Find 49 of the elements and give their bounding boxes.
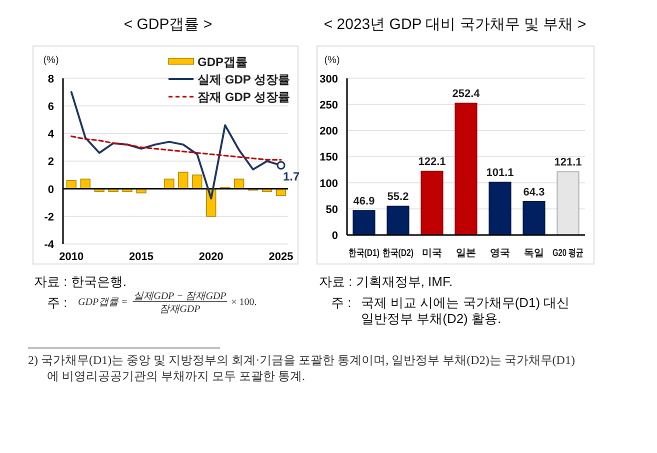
legend-label: GDP갭률 (198, 54, 248, 69)
y-tick-label: -2 (44, 211, 54, 224)
x-tick-label: G20 평균 (552, 248, 594, 259)
annotation: 주 : (331, 295, 352, 310)
data-label: 121.1 (554, 156, 582, 169)
y-axis-title: (%) (43, 55, 59, 66)
y-tick-label: 4 (48, 128, 55, 141)
y-tick-label: 0 (48, 184, 54, 196)
x-tick-label: 독일 (524, 248, 544, 259)
data-label: 252.4 (452, 88, 481, 100)
y-tick-label: -4 (44, 239, 55, 251)
x-tick-label: 2020 (198, 251, 224, 263)
x-tick-label: 2025 (268, 251, 294, 263)
legend-label: 실제 GDP 성장률 (198, 72, 290, 86)
x-tick-label: 한국(D2) (382, 248, 422, 259)
y-tick-label: 2 (48, 156, 54, 168)
chart-title: < GDP갭률 > (124, 16, 212, 33)
x-tick-label: 2010 (59, 251, 84, 263)
annotation: 실제GDP − 잠재GDP (134, 291, 226, 302)
annotation: 자료 : 기획재정부, IMF. (319, 274, 453, 289)
annotation: 잠재GDP (160, 304, 200, 315)
legend-label: 잠재 GDP 성장률 (198, 90, 290, 104)
y-tick-label: 150 (320, 152, 338, 164)
y-tick-label: 50 (326, 204, 338, 216)
data-label: 64.3 (523, 186, 545, 198)
y-tick-label: 8 (48, 73, 54, 86)
x-tick-label: 일본 (456, 248, 476, 259)
x-tick-label: 미국 (422, 248, 442, 259)
annotation: 자료 : 한국은행. (34, 274, 126, 289)
y-tick-label: 100 (320, 178, 338, 190)
x-tick-label: 영국 (490, 248, 510, 259)
y-tick-label: 6 (48, 100, 54, 113)
y-tick-label: 300 (320, 73, 338, 86)
y-tick-label: 0 (332, 230, 338, 242)
annotation: 국제 비교 시에는 국가채무(D1) 대신 일반정부 부채(D2) 활용. (361, 295, 570, 326)
annotation: 2) 국가채무(D1)는 중앙 및 지방정부의 회계·기금을 포괄한 통계이며, 일반정부 부채(D2)는 국가채무(D1)에 비영리공공기관의 부채까지 모두 포괄한 통계. (28, 353, 575, 383)
data-label: 1.7 (283, 169, 300, 184)
annotation: 주 : (47, 295, 68, 310)
annotation: GDP갭률 = (78, 297, 128, 308)
data-label: 101.1 (486, 167, 514, 180)
chart-title: < 2023년 GDP 대비 국가채무 및 부채 > (324, 16, 586, 33)
data-label: 55.2 (387, 191, 409, 204)
annotation: × 100. (231, 297, 257, 308)
y-axis-title: (%) (324, 55, 340, 66)
x-tick-label: 2015 (129, 251, 154, 263)
y-tick-label: 250 (320, 99, 338, 112)
data-label: 122.1 (418, 156, 446, 168)
data-label: 46.9 (353, 196, 375, 208)
y-tick-label: 200 (320, 126, 338, 138)
